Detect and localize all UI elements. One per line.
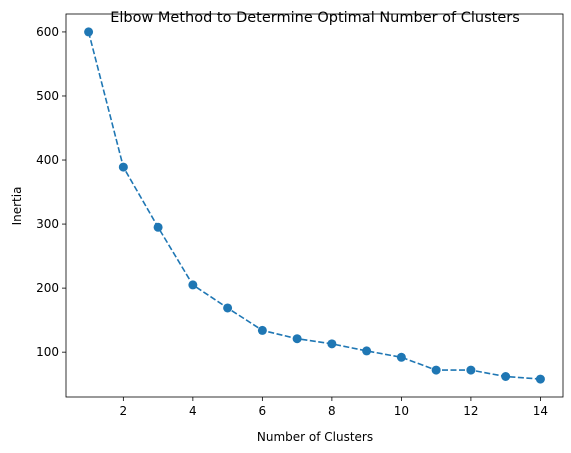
x-tick-label: 2 (120, 404, 128, 418)
data-point (118, 162, 128, 172)
x-tick-label: 12 (463, 404, 478, 418)
y-tick-label: 100 (36, 345, 59, 359)
y-tick-label: 300 (36, 217, 59, 231)
data-point (223, 303, 233, 313)
y-tick-label: 400 (36, 153, 59, 167)
data-point (153, 222, 163, 232)
x-tick-label: 10 (394, 404, 409, 418)
x-axis: 2 4 6 8 10 12 14 (120, 397, 548, 418)
data-point (466, 365, 476, 375)
data-point (501, 372, 511, 382)
data-point (327, 339, 337, 349)
data-point (362, 346, 372, 356)
chart-title: Elbow Method to Determine Optimal Number… (110, 10, 520, 26)
data-point (188, 280, 198, 290)
y-tick-label: 500 (36, 89, 59, 103)
x-axis-label: Number of Clusters (257, 430, 373, 444)
y-tick-label: 200 (36, 281, 59, 295)
y-axis-label: Inertia (10, 187, 24, 226)
data-point (396, 352, 406, 362)
data-point (431, 365, 441, 375)
data-point (535, 374, 545, 384)
plot-frame (65, 13, 564, 398)
y-axis: 100 200 300 400 500 600 (36, 25, 66, 359)
data-point (84, 27, 94, 37)
data-points (84, 27, 545, 384)
x-tick-label: 4 (189, 404, 197, 418)
plot-area: 2 4 6 8 10 12 14 100 200 300 400 500 600 (36, 13, 564, 418)
series-line (87, 31, 541, 380)
x-tick-label: 6 (259, 404, 267, 418)
data-point (257, 325, 267, 335)
x-tick-label: 8 (328, 404, 336, 418)
x-tick-label: 14 (533, 404, 548, 418)
data-point (292, 334, 302, 344)
y-tick-label: 600 (36, 25, 59, 39)
